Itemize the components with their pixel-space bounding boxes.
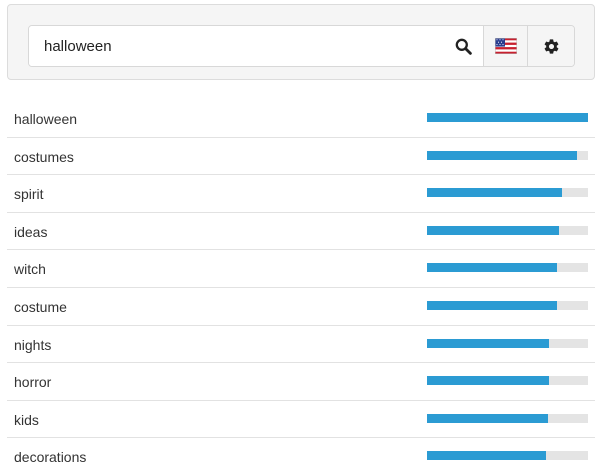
score-bar-fill — [427, 451, 547, 461]
result-row[interactable]: decorations — [7, 438, 595, 476]
score-bar-track — [427, 150, 588, 160]
result-label[interactable]: witch — [14, 261, 46, 278]
result-label[interactable]: spirit — [14, 186, 44, 203]
score-bar-fill — [427, 413, 548, 423]
score-bar-track — [427, 451, 588, 461]
result-row[interactable]: witch — [7, 250, 595, 288]
score-bar-fill — [427, 300, 558, 310]
score-bar-fill — [427, 150, 577, 160]
score-bar-fill — [427, 113, 588, 122]
search-input[interactable] — [29, 26, 443, 66]
result-label[interactable]: costumes — [14, 148, 74, 165]
us-flag-icon — [494, 38, 517, 54]
result-row[interactable]: costumes — [7, 138, 595, 176]
result-label[interactable]: costume — [14, 298, 67, 315]
result-row[interactable]: halloween — [7, 100, 595, 138]
result-label[interactable]: ideas — [14, 223, 48, 240]
score-bar-track — [427, 376, 588, 386]
score-bar-fill — [427, 376, 550, 386]
results-list: halloween costumes spirit ideas witch co… — [7, 100, 595, 476]
score-bar-track — [427, 338, 588, 348]
result-row[interactable]: spirit — [7, 175, 595, 213]
result-row[interactable]: ideas — [7, 213, 595, 251]
country-button[interactable] — [483, 26, 527, 66]
search-bar — [28, 25, 575, 67]
result-row[interactable]: kids — [7, 401, 595, 439]
search-panel — [7, 4, 595, 80]
search-button[interactable] — [443, 26, 483, 66]
score-bar-track — [427, 188, 588, 198]
score-bar-fill — [427, 225, 560, 235]
score-bar-track — [427, 300, 588, 310]
score-bar-fill — [427, 263, 558, 273]
result-label[interactable]: halloween — [14, 111, 78, 127]
gear-icon — [544, 38, 558, 54]
search-icon — [455, 38, 472, 55]
result-label[interactable]: horror — [14, 374, 52, 391]
result-row[interactable]: nights — [7, 326, 595, 364]
result-label[interactable]: nights — [14, 336, 52, 353]
score-bar-track — [427, 413, 588, 423]
result-row[interactable]: costume — [7, 288, 595, 326]
score-bar-fill — [427, 188, 563, 198]
score-bar-track — [427, 225, 588, 235]
result-label[interactable]: kids — [14, 411, 39, 428]
result-label[interactable]: decorations — [14, 449, 87, 466]
settings-button[interactable] — [527, 26, 574, 66]
result-row[interactable]: horror — [7, 363, 595, 401]
score-bar-track — [427, 263, 588, 273]
score-bar-fill — [427, 338, 550, 348]
score-bar-track — [427, 113, 588, 122]
